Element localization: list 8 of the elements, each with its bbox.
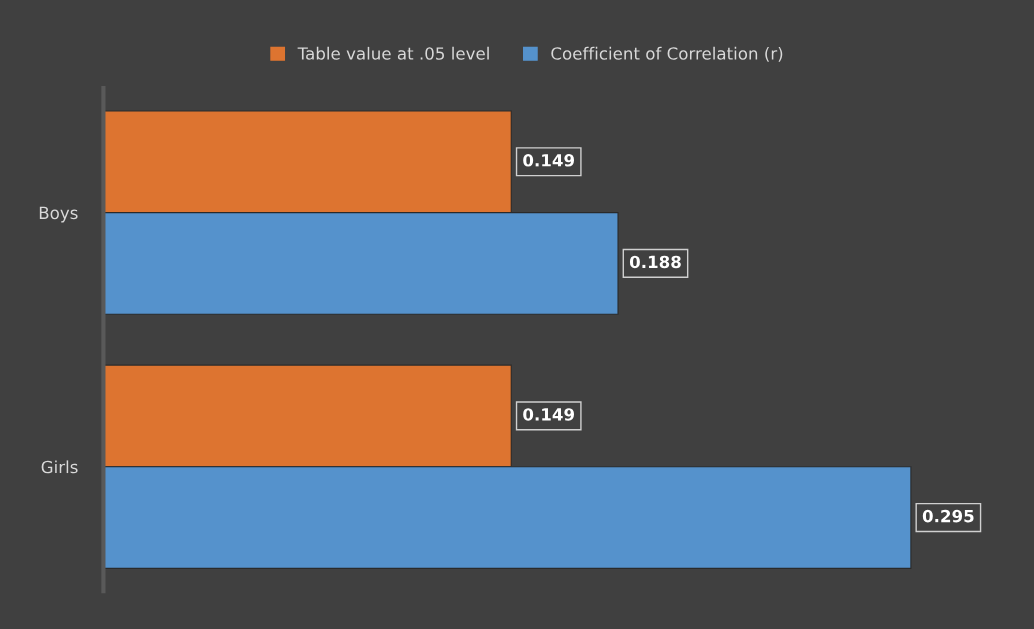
y-tick-label: Girls xyxy=(41,460,78,474)
y-tick-label: Boys xyxy=(39,206,78,223)
legend-label: Table value at .05 level xyxy=(297,46,489,60)
data-label: 0.149 xyxy=(523,408,575,421)
data-label: 0.188 xyxy=(629,255,681,269)
legend-label: Coefficient of Correlation (r) xyxy=(551,46,783,62)
data-label: 0.295 xyxy=(922,509,974,523)
data-label: 0.149 xyxy=(523,153,575,167)
